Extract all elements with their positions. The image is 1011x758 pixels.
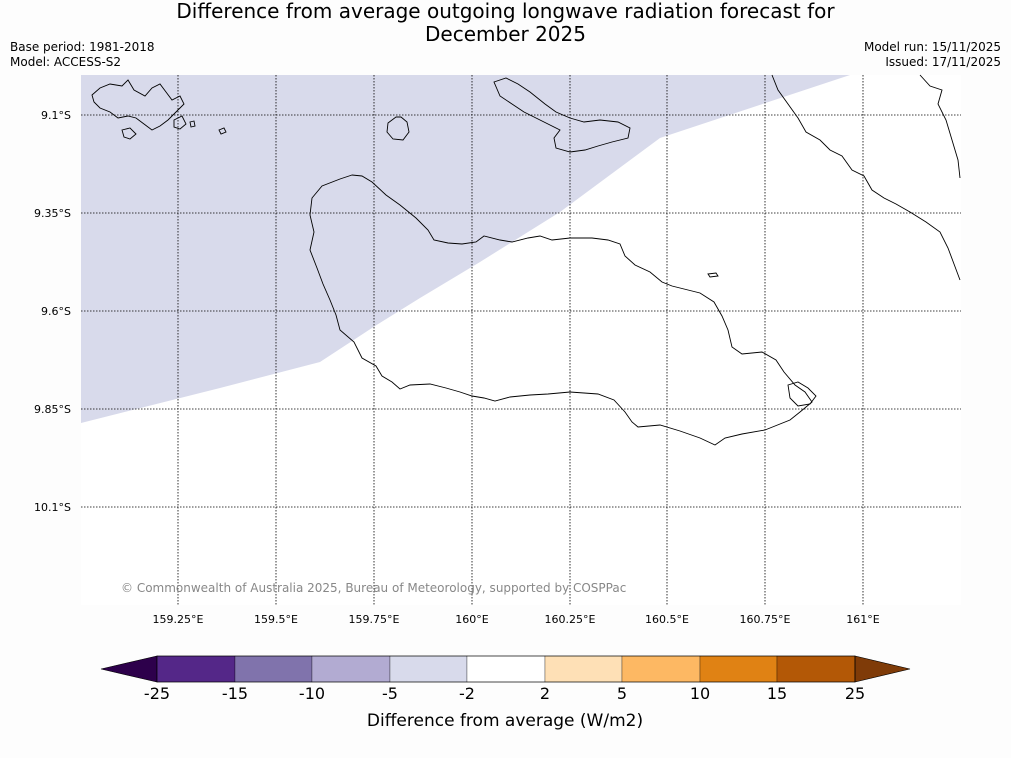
meta-left: Base period: 1981-2018 Model: ACCESS-S2 xyxy=(10,40,155,70)
colorbar-tick-label: -5 xyxy=(382,684,398,703)
base-period: Base period: 1981-2018 xyxy=(10,40,155,54)
colorbar-tick-label: -10 xyxy=(299,684,325,703)
colorbar-segment xyxy=(621,655,701,683)
coastline-north-islands xyxy=(493,77,631,153)
lon-label: 161°E xyxy=(846,613,879,626)
colorbar-ticks: -25 -15 -10 -5 -2 2 5 10 15 25 xyxy=(144,684,865,703)
lon-label: 159.5°E xyxy=(254,613,298,626)
gridlines xyxy=(81,75,961,605)
lon-label: 160.75°E xyxy=(740,613,791,626)
coastline-small-island xyxy=(386,116,410,141)
lat-label: 9.35°S xyxy=(34,207,71,220)
colorbar-tick-label: 5 xyxy=(617,684,627,703)
colorbar-segment xyxy=(389,655,468,683)
coastline-east-island xyxy=(771,74,961,281)
lon-labels: 159.25°E 159.5°E 159.75°E 160°E 160.25°E… xyxy=(153,613,880,626)
colorbar xyxy=(100,655,911,683)
colorbar-segment xyxy=(311,655,391,683)
colorbar-tick-label: 15 xyxy=(767,684,787,703)
colorbar-segment xyxy=(776,655,856,683)
lat-label: 9.85°S xyxy=(34,403,71,416)
colorbar-segment xyxy=(699,655,778,683)
copyright-notice: © Commonwealth of Australia 2025, Bureau… xyxy=(121,581,626,595)
meta-right: Model run: 15/11/2025 Issued: 17/11/2025 xyxy=(864,40,1001,70)
lat-label: 9.6°S xyxy=(41,305,71,318)
title-line-1: Difference from average outgoing longwav… xyxy=(176,0,835,23)
colorbar-tick-label: 25 xyxy=(845,684,865,703)
lon-label: 159.25°E xyxy=(153,613,204,626)
lat-label: 10.1°S xyxy=(34,501,71,514)
coastline-small-islet xyxy=(707,272,719,278)
colorbar-tick-label: -25 xyxy=(144,684,170,703)
colorbar-outline xyxy=(156,655,856,683)
colorbar-segment xyxy=(544,655,623,683)
title-line-2: December 2025 xyxy=(425,22,586,46)
coastline-east-islets xyxy=(787,381,817,407)
lat-label: 9.1°S xyxy=(41,109,71,122)
lat-labels: 9.1°S 9.35°S 9.6°S 9.85°S 10.1°S xyxy=(34,109,71,514)
issued-date: Issued: 17/11/2025 xyxy=(885,55,1001,69)
lon-label: 160.25°E xyxy=(545,613,596,626)
anomaly-region-minus5-to-minus2 xyxy=(81,75,850,423)
lon-label: 159.75°E xyxy=(349,613,400,626)
colorbar-tick-label: 10 xyxy=(690,684,710,703)
colorbar-title: Difference from average (W/m2) xyxy=(367,711,643,731)
map-panel: 9.1°S 9.35°S 9.6°S 9.85°S 10.1°S 159.25°… xyxy=(34,74,961,626)
colorbar-tick-label: -2 xyxy=(459,684,475,703)
coastline-nw-islands xyxy=(91,79,227,140)
map-title: Difference from average outgoing longwav… xyxy=(0,0,1011,46)
model-run: Model run: 15/11/2025 xyxy=(863,40,1001,54)
colorbar-tick-label: -15 xyxy=(222,684,248,703)
colorbar-extend-low xyxy=(100,655,158,683)
lon-label: 160.5°E xyxy=(645,613,689,626)
colorbar-segment xyxy=(466,655,546,683)
lon-label: 160°E xyxy=(455,613,488,626)
colorbar-tick-label: 2 xyxy=(540,684,550,703)
model-name: Model: ACCESS-S2 xyxy=(10,55,122,69)
colorbar-segment xyxy=(156,655,236,683)
colorbar-extend-high xyxy=(854,655,911,683)
colorbar-segment xyxy=(234,655,313,683)
